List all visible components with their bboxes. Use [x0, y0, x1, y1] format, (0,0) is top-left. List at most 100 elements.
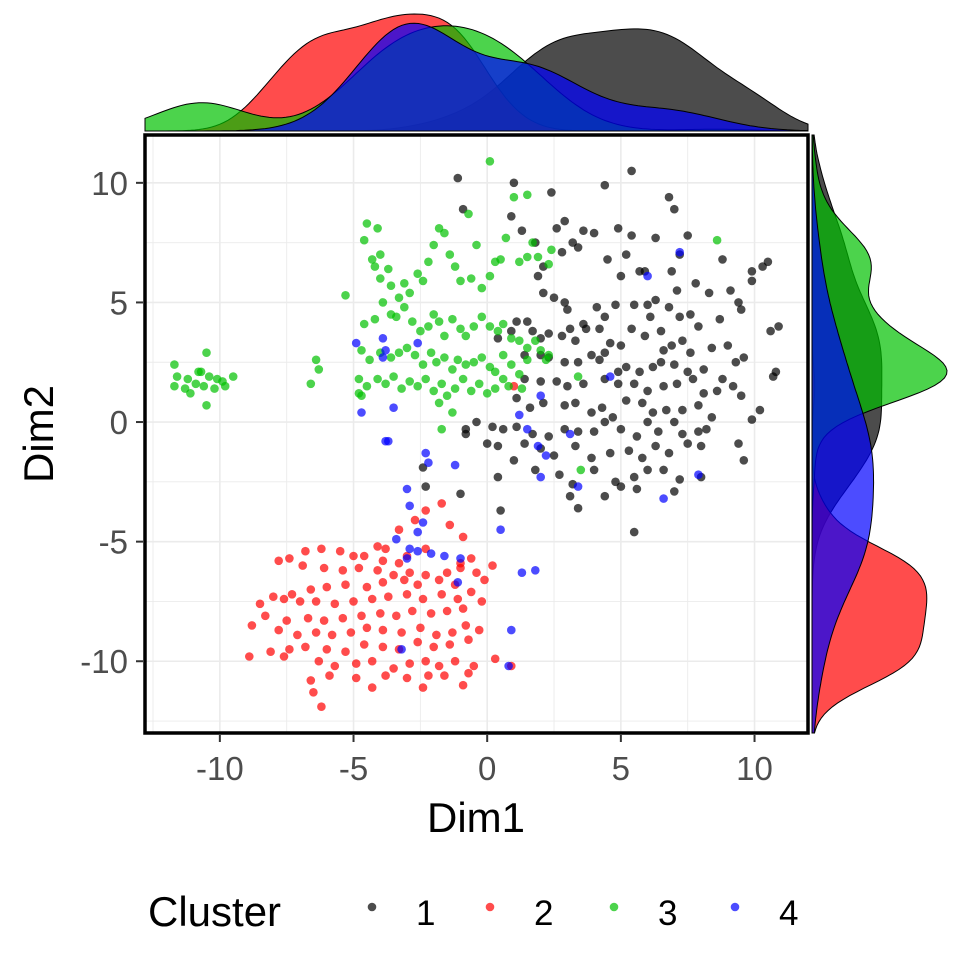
point-cluster-3 [384, 264, 393, 274]
point-cluster-3 [373, 374, 382, 384]
point-cluster-2 [319, 616, 329, 625]
point-cluster-3 [477, 283, 487, 293]
point-cluster-1 [728, 381, 738, 391]
point-cluster-1 [670, 360, 679, 369]
point-cluster-1 [683, 231, 692, 240]
point-cluster-1 [520, 439, 529, 448]
point-cluster-3 [418, 360, 428, 369]
point-cluster-2 [354, 563, 364, 573]
legend-key-cluster-4 [730, 902, 740, 912]
point-cluster-1 [707, 413, 717, 422]
point-cluster-1 [678, 405, 687, 415]
point-cluster-2 [306, 585, 316, 594]
point-cluster-1 [533, 271, 543, 281]
point-cluster-1 [539, 398, 548, 408]
point-cluster-1 [640, 331, 650, 341]
point-cluster-1 [739, 353, 749, 362]
point-cluster-4 [421, 448, 431, 458]
point-cluster-1 [552, 224, 561, 233]
point-cluster-1 [544, 329, 553, 338]
point-cluster-3 [392, 312, 401, 322]
point-cluster-3 [469, 322, 479, 331]
point-cluster-2 [466, 587, 476, 597]
point-cluster-2 [378, 556, 388, 566]
point-cluster-2 [327, 630, 337, 640]
point-cluster-4 [357, 408, 366, 417]
top-marginal-density [144, 13, 809, 132]
point-cluster-1 [565, 491, 575, 501]
point-cluster-3 [228, 372, 238, 381]
point-cluster-1 [638, 398, 647, 408]
point-cluster-2 [341, 580, 350, 589]
point-cluster-3 [573, 372, 583, 381]
point-cluster-2 [317, 544, 326, 554]
point-cluster-3 [485, 322, 495, 331]
right-marginal-density [811, 134, 948, 734]
point-cluster-3 [429, 310, 439, 319]
point-cluster-3 [523, 252, 532, 262]
point-cluster-1 [629, 300, 639, 310]
point-cluster-4 [389, 403, 398, 413]
point-cluster-3 [440, 331, 449, 341]
point-cluster-3 [541, 355, 551, 365]
point-cluster-4 [504, 661, 513, 671]
point-cluster-1 [496, 506, 505, 515]
point-cluster-1 [638, 453, 647, 463]
legend-key-cluster-1 [367, 902, 377, 912]
y-tick-label: 0 [110, 404, 128, 441]
point-cluster-1 [656, 326, 666, 336]
point-cluster-3 [362, 219, 372, 228]
point-cluster-1 [509, 456, 519, 465]
point-cluster-1 [557, 331, 567, 341]
point-cluster-1 [616, 271, 626, 281]
point-cluster-3 [461, 331, 471, 341]
point-cluster-2 [362, 623, 372, 633]
point-cluster-2 [469, 661, 479, 671]
point-cluster-3 [367, 255, 377, 264]
point-cluster-1 [493, 334, 503, 343]
point-cluster-1 [579, 226, 588, 235]
point-cluster-2 [389, 664, 398, 673]
point-cluster-3 [400, 302, 409, 312]
point-cluster-3 [191, 379, 201, 389]
point-cluster-4 [402, 554, 412, 563]
grid [145, 135, 808, 733]
y-tick-label: 10 [91, 165, 128, 202]
point-cluster-2 [279, 652, 289, 661]
point-cluster-1 [643, 300, 652, 310]
point-cluster-3 [517, 384, 527, 393]
point-cluster-3 [523, 343, 532, 353]
point-cluster-3 [354, 374, 364, 384]
legend-label-cluster-2: 2 [534, 894, 553, 933]
point-cluster-3 [311, 355, 321, 365]
point-cluster-3 [490, 384, 500, 393]
point-cluster-2 [298, 561, 308, 570]
point-cluster-2 [405, 568, 415, 577]
point-cluster-1 [704, 288, 714, 298]
point-cluster-1 [659, 381, 668, 391]
point-cluster-4 [402, 484, 412, 494]
point-cluster-4 [397, 645, 406, 654]
point-cluster-3 [493, 326, 503, 336]
point-cluster-1 [675, 312, 684, 322]
point-cluster-3 [437, 424, 447, 434]
point-cluster-2 [285, 554, 294, 563]
point-cluster-1 [587, 350, 596, 360]
point-cluster-3 [531, 336, 540, 346]
x-tick-label: 5 [612, 750, 630, 787]
point-cluster-2 [373, 566, 382, 575]
point-cluster-1 [718, 255, 727, 264]
point-cluster-1 [659, 465, 668, 475]
point-cluster-3 [314, 365, 324, 374]
point-cluster-1 [667, 341, 676, 350]
point-cluster-1 [734, 298, 743, 307]
point-cluster-3 [504, 381, 513, 391]
point-cluster-1 [694, 401, 703, 410]
point-cluster-2 [437, 499, 447, 508]
point-cluster-1 [557, 247, 567, 257]
point-cluster-1 [726, 286, 735, 295]
point-cluster-2 [247, 621, 257, 630]
point-cluster-2 [413, 637, 423, 647]
point-cluster-3 [386, 281, 396, 291]
